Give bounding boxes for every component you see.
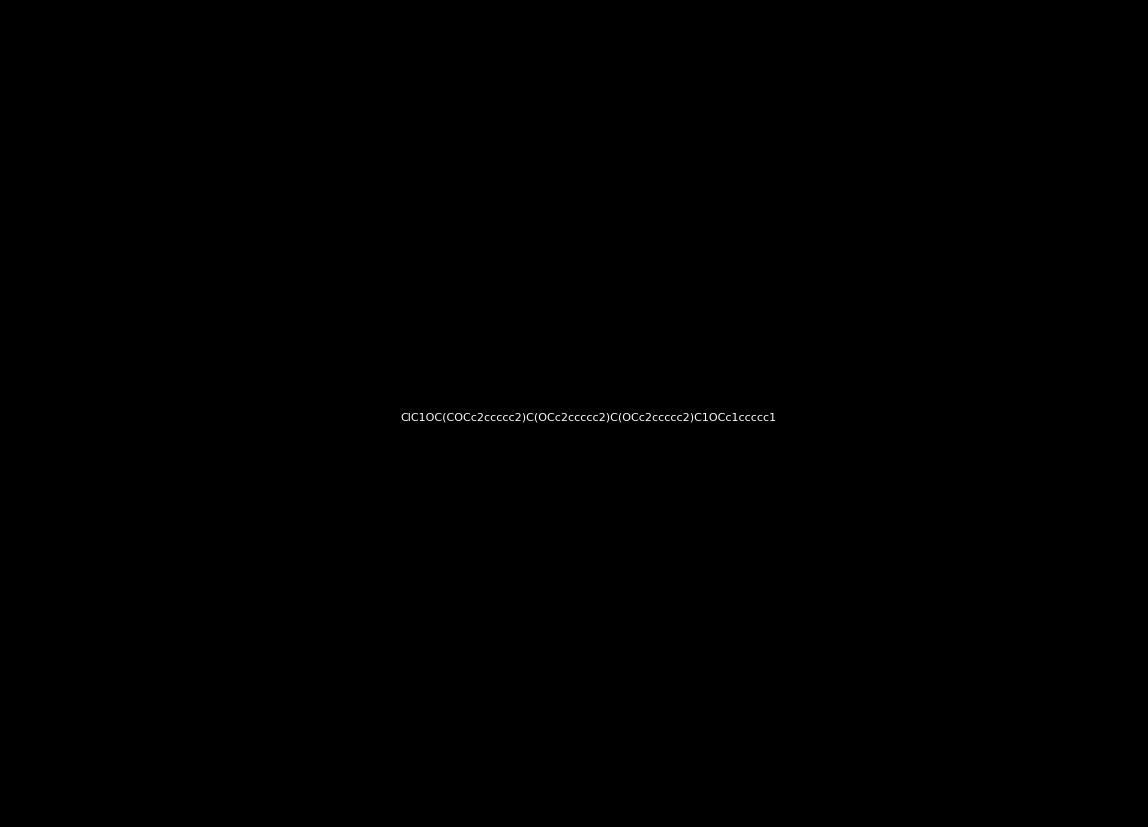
Text: ClC1OC(COCc2ccccc2)C(OCc2ccccc2)C(OCc2ccccc2)C1OCc1ccccc1: ClC1OC(COCc2ccccc2)C(OCc2ccccc2)C(OCc2cc… <box>401 413 776 423</box>
